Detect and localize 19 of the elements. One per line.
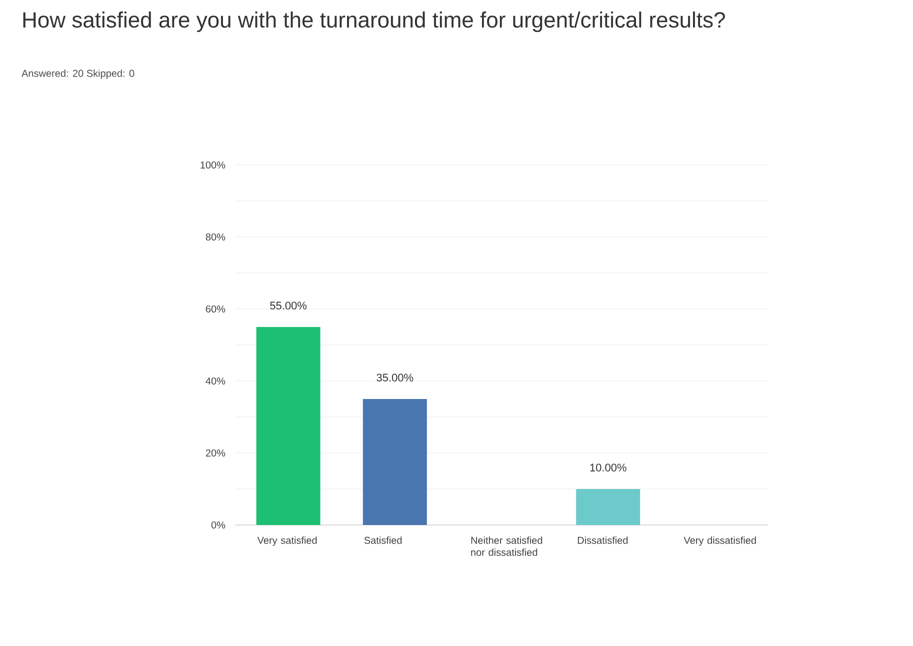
x-tick-label: Very dissatisfied <box>684 536 756 546</box>
x-tick-label: Very satisfied <box>257 536 317 546</box>
bar <box>256 327 320 526</box>
data-label: 10.00% <box>590 464 626 472</box>
data-label: 55.00% <box>270 302 307 310</box>
y-tick-label: 0% <box>211 521 226 529</box>
text: Answered: 20 Skipped: 0 <box>22 70 134 79</box>
x-tick-label: Satisfied <box>364 536 402 544</box>
y-tick-label: 20% <box>206 449 226 457</box>
bar <box>362 399 427 526</box>
x-tick-label: Dissatisfied <box>578 536 628 544</box>
x-tick-label: Neither satisfied nor dissatisfied <box>471 536 542 556</box>
y-tick-label: 80% <box>206 233 226 241</box>
chart-title: How satisfied are you with the turnaround time for urgent/critical results? <box>23 12 725 32</box>
data-label: 35.00% <box>376 374 414 382</box>
bar <box>576 489 640 526</box>
y-tick-label: 40% <box>206 377 226 385</box>
y-tick-label: 60% <box>206 305 226 313</box>
y-tick-label: 100% <box>200 161 226 169</box>
